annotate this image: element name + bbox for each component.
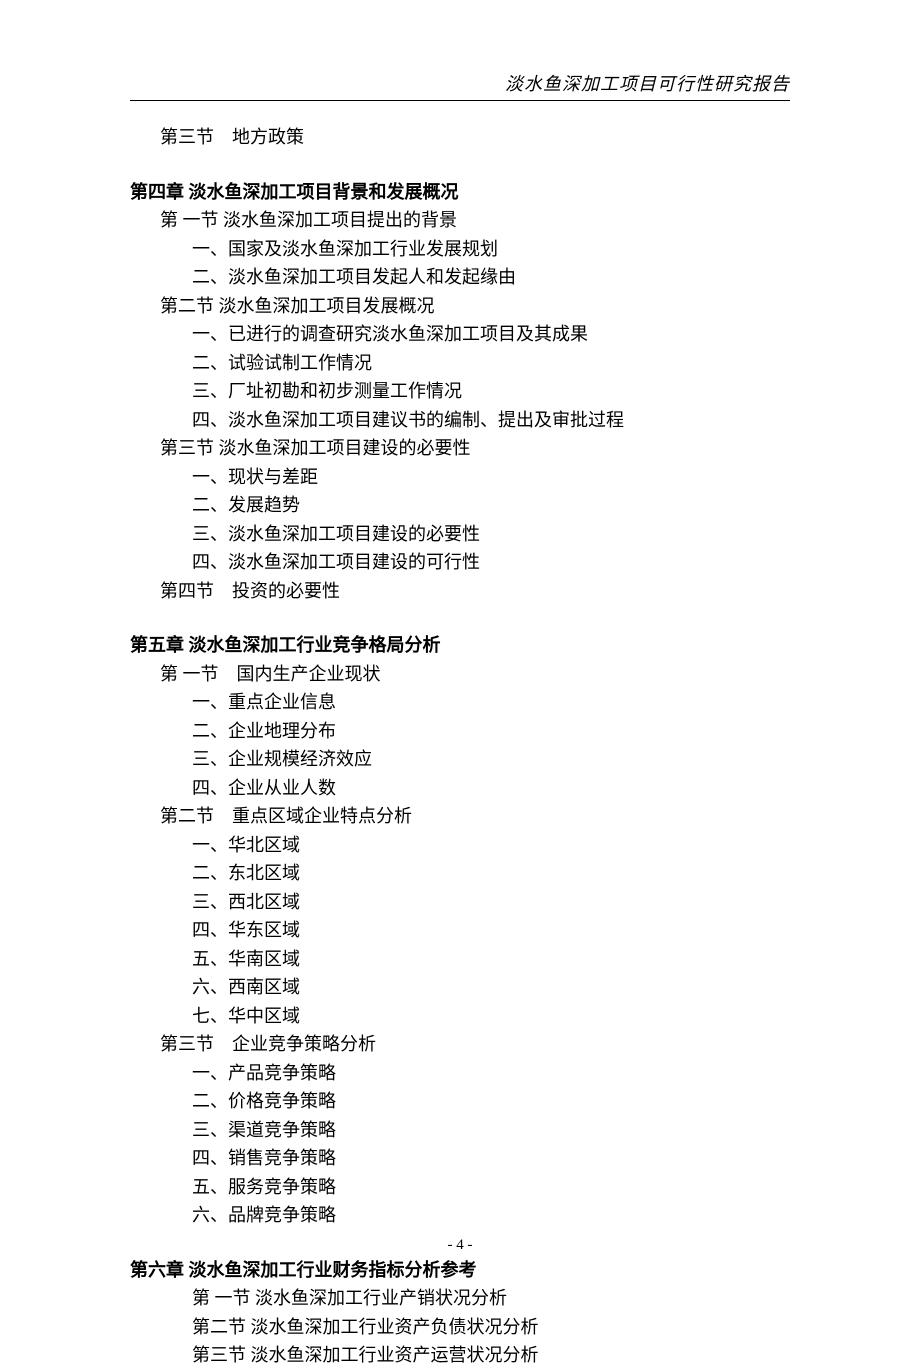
document-page: 淡水鱼深加工项目可行性研究报告 第三节 地方政策 第四章 淡水鱼深加工项目背景和… (0, 0, 920, 1370)
toc-body: 第四章 淡水鱼深加工项目背景和发展概况第 一节 淡水鱼深加工项目提出的背景一、国… (130, 178, 790, 1370)
section-title: 第三节 淡水鱼深加工行业资产运营状况分析 (130, 1341, 790, 1370)
section-title: 第 一节 淡水鱼深加工项目提出的背景 (130, 206, 790, 235)
toc-item: 五、服务竞争策略 (130, 1173, 790, 1202)
page-number: - 4 - (448, 1237, 473, 1253)
page-header: 淡水鱼深加工项目可行性研究报告 (130, 70, 790, 98)
chapter-title: 第四章 淡水鱼深加工项目背景和发展概况 (130, 178, 790, 207)
toc-item: 二、试验试制工作情况 (130, 349, 790, 378)
header-title: 淡水鱼深加工项目可行性研究报告 (505, 70, 790, 96)
section-title: 第三节 淡水鱼深加工项目建设的必要性 (130, 434, 790, 463)
chapter-title: 第五章 淡水鱼深加工行业竞争格局分析 (130, 631, 790, 660)
page-footer: - 4 - (0, 1237, 920, 1254)
toc-item: 四、淡水鱼深加工项目建议书的编制、提出及审批过程 (130, 406, 790, 435)
toc-item: 一、重点企业信息 (130, 688, 790, 717)
toc-item: 四、淡水鱼深加工项目建设的可行性 (130, 548, 790, 577)
toc-item: 一、现状与差距 (130, 463, 790, 492)
toc-item: 四、销售竞争策略 (130, 1144, 790, 1173)
toc-item: 三、企业规模经济效应 (130, 745, 790, 774)
toc-item: 四、企业从业人数 (130, 774, 790, 803)
header-rule (130, 100, 790, 101)
section-title: 第二节 淡水鱼深加工行业资产负债状况分析 (130, 1313, 790, 1342)
toc-item: 七、华中区域 (130, 1002, 790, 1031)
section-title: 第二节 重点区域企业特点分析 (130, 802, 790, 831)
toc-item: 五、华南区域 (130, 945, 790, 974)
toc-item: 三、厂址初勘和初步测量工作情况 (130, 377, 790, 406)
toc-item: 二、淡水鱼深加工项目发起人和发起缘由 (130, 263, 790, 292)
toc-item: 二、东北区域 (130, 859, 790, 888)
toc-item: 二、价格竞争策略 (130, 1087, 790, 1116)
toc-item: 四、华东区域 (130, 916, 790, 945)
toc-line: 第三节 地方政策 (130, 123, 790, 152)
toc-item: 一、已进行的调查研究淡水鱼深加工项目及其成果 (130, 320, 790, 349)
section-title: 第二节 淡水鱼深加工项目发展概况 (130, 292, 790, 321)
chapter-title: 第六章 淡水鱼深加工行业财务指标分析参考 (130, 1256, 790, 1285)
toc-item: 一、华北区域 (130, 831, 790, 860)
toc-item: 二、企业地理分布 (130, 717, 790, 746)
section-title: 第四节 投资的必要性 (130, 577, 790, 606)
section-title: 第 一节 淡水鱼深加工行业产销状况分析 (130, 1284, 790, 1313)
toc-item: 三、西北区域 (130, 888, 790, 917)
section-title: 第 一节 国内生产企业现状 (130, 660, 790, 689)
section-title: 第三节 企业竞争策略分析 (130, 1030, 790, 1059)
toc-item: 六、西南区域 (130, 973, 790, 1002)
toc-item: 二、发展趋势 (130, 491, 790, 520)
toc-item: 三、渠道竞争策略 (130, 1116, 790, 1145)
toc-item: 三、淡水鱼深加工项目建设的必要性 (130, 520, 790, 549)
toc-item: 一、产品竞争策略 (130, 1059, 790, 1088)
toc-item: 一、国家及淡水鱼深加工行业发展规划 (130, 235, 790, 264)
toc-item: 六、品牌竞争策略 (130, 1201, 790, 1230)
